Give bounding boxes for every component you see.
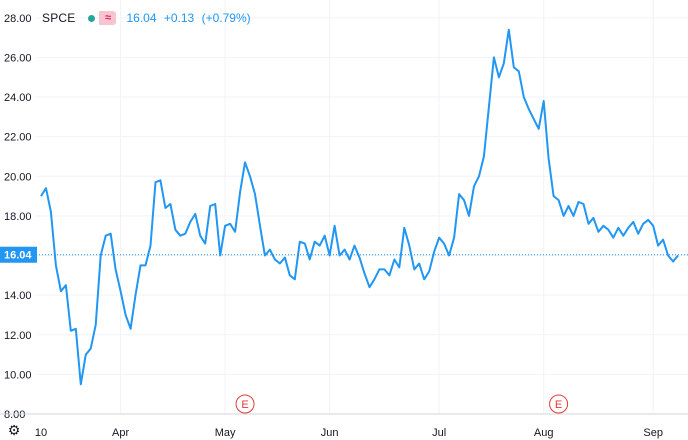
price-change-percent: (+0.79%)	[201, 11, 251, 25]
earnings-marker-label: E	[241, 399, 248, 411]
y-tick-label: 20.00	[4, 171, 32, 183]
wave-icon: ≈	[99, 11, 117, 25]
x-tick-label: Jun	[321, 427, 339, 439]
y-tick-label: 18.00	[4, 211, 32, 223]
last-price-tag-bg	[0, 246, 37, 263]
y-tick-label: 28.00	[4, 13, 32, 25]
y-tick-label: 22.00	[4, 132, 32, 144]
last-price-tag: 16.04	[0, 246, 37, 263]
y-tick-label: 10.00	[4, 369, 32, 381]
earnings-marker	[235, 394, 255, 414]
y-tick-label: 12.00	[4, 330, 32, 342]
series-indicator[interactable]: ≈	[83, 11, 117, 25]
y-tick-label: 14.00	[4, 290, 32, 302]
chart-legend: SPCE ≈ 16.04 +0.13 (+0.79%)	[42, 9, 255, 27]
x-tick-label: Jul	[432, 427, 446, 439]
last-price-tag-label: 16.04	[4, 250, 32, 262]
x-axis: 10 Apr May Jun Jul Aug Sep	[35, 427, 663, 439]
symbol-label[interactable]: SPCE	[42, 11, 76, 25]
y-axis: 8.0010.0012.0014.0016.0018.0020.0022.002…	[4, 13, 32, 421]
price-values: 16.04 +0.13 (+0.79%)	[126, 11, 254, 25]
x-tick-label: 10	[35, 427, 47, 439]
price-change-value: +0.13	[163, 11, 195, 25]
price-series-line	[40, 28, 679, 386]
last-price-value: 16.04	[126, 11, 157, 25]
x-tick-label: May	[215, 427, 236, 439]
x-tick-label: Aug	[534, 427, 554, 439]
dot-icon	[83, 11, 99, 25]
y-tick-label: 24.00	[4, 92, 32, 104]
grid-lines	[36, 0, 688, 415]
y-tick-label: 8.00	[4, 409, 25, 421]
earnings-marker	[549, 394, 569, 414]
y-tick-label: 26.00	[4, 52, 32, 64]
gear-icon[interactable]: ⚙	[7, 422, 21, 438]
earnings-marker-label: E	[555, 399, 562, 411]
x-tick-label: Apr	[112, 427, 129, 439]
x-tick-label: Sep	[643, 427, 663, 439]
